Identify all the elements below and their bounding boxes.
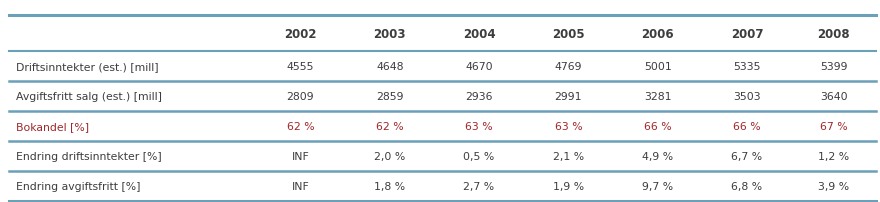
Text: 2007: 2007 bbox=[730, 27, 763, 40]
Text: 4555: 4555 bbox=[287, 61, 314, 72]
Text: 2809: 2809 bbox=[287, 91, 314, 101]
Text: 63 %: 63 % bbox=[554, 121, 583, 131]
Text: 3640: 3640 bbox=[820, 91, 847, 101]
Text: 2004: 2004 bbox=[463, 27, 495, 40]
Text: INF: INF bbox=[291, 151, 310, 161]
Text: 1,8 %: 1,8 % bbox=[374, 181, 406, 191]
Text: 5399: 5399 bbox=[820, 61, 847, 72]
Text: 4769: 4769 bbox=[554, 61, 582, 72]
Text: 2008: 2008 bbox=[818, 27, 850, 40]
Text: 2002: 2002 bbox=[284, 27, 317, 40]
Text: Avgiftsfritt salg (est.) [mill]: Avgiftsfritt salg (est.) [mill] bbox=[16, 91, 162, 101]
Text: 67 %: 67 % bbox=[820, 121, 847, 131]
Text: 66 %: 66 % bbox=[733, 121, 760, 131]
Text: 6,8 %: 6,8 % bbox=[731, 181, 762, 191]
Text: 6,7 %: 6,7 % bbox=[731, 151, 762, 161]
Text: 2005: 2005 bbox=[552, 27, 584, 40]
Text: 3503: 3503 bbox=[733, 91, 760, 101]
Text: 3281: 3281 bbox=[644, 91, 671, 101]
Text: 2,1 %: 2,1 % bbox=[553, 151, 584, 161]
Text: 1,9 %: 1,9 % bbox=[553, 181, 584, 191]
Text: Driftsinntekter (est.) [mill]: Driftsinntekter (est.) [mill] bbox=[16, 61, 158, 72]
Text: 2,7 %: 2,7 % bbox=[464, 181, 495, 191]
Text: 66 %: 66 % bbox=[644, 121, 671, 131]
Text: 4670: 4670 bbox=[466, 61, 493, 72]
Text: 4648: 4648 bbox=[376, 61, 404, 72]
Text: 1,2 %: 1,2 % bbox=[818, 151, 849, 161]
Text: 2859: 2859 bbox=[376, 91, 404, 101]
Text: Endring avgiftsfritt [%]: Endring avgiftsfritt [%] bbox=[16, 181, 140, 191]
Text: Endring driftsinntekter [%]: Endring driftsinntekter [%] bbox=[16, 151, 162, 161]
Text: 2003: 2003 bbox=[373, 27, 406, 40]
Text: 62 %: 62 % bbox=[376, 121, 404, 131]
Text: 2936: 2936 bbox=[466, 91, 493, 101]
Text: 4,9 %: 4,9 % bbox=[642, 151, 673, 161]
Text: 2,0 %: 2,0 % bbox=[374, 151, 406, 161]
Text: 62 %: 62 % bbox=[287, 121, 314, 131]
Text: 5335: 5335 bbox=[733, 61, 760, 72]
Text: 5001: 5001 bbox=[644, 61, 671, 72]
Text: INF: INF bbox=[291, 181, 310, 191]
Text: 3,9 %: 3,9 % bbox=[818, 181, 849, 191]
Text: 2991: 2991 bbox=[554, 91, 582, 101]
Text: 63 %: 63 % bbox=[466, 121, 493, 131]
Text: 0,5 %: 0,5 % bbox=[464, 151, 495, 161]
Text: Bokandel [%]: Bokandel [%] bbox=[16, 121, 89, 131]
Text: 9,7 %: 9,7 % bbox=[642, 181, 673, 191]
Text: 2006: 2006 bbox=[642, 27, 674, 40]
